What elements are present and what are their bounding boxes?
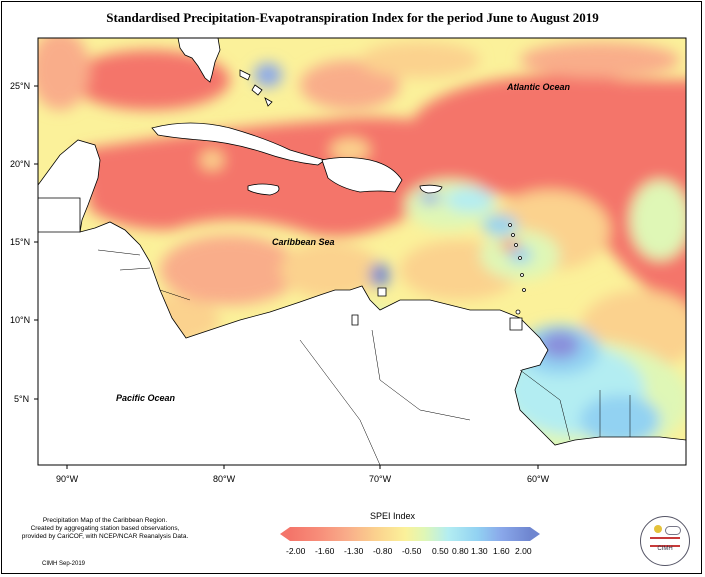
lat-label: 15°N	[10, 237, 31, 247]
lon-label: 90°W	[56, 474, 79, 484]
credit-line: Precipitation Map of the Caribbean Regio…	[42, 517, 168, 524]
lon-ticks	[66, 465, 539, 469]
ocean-label: Pacific Ocean	[116, 393, 176, 403]
legend-tick: -0.80	[373, 546, 393, 556]
lat-label: 25°N	[10, 81, 31, 91]
lat-label: 10°N	[10, 315, 31, 325]
logo-text: CIMH	[657, 546, 673, 552]
spei-field	[38, 38, 686, 465]
map-border	[37, 37, 687, 466]
credit-line: Created by aggregating station based obs…	[30, 525, 180, 532]
legend-tick: 1.60	[493, 546, 510, 556]
cimh-logo: CIMH	[640, 516, 690, 566]
lon-label: 80°W	[213, 474, 236, 484]
cloud-icon	[665, 526, 681, 535]
legend-tick: -1.30	[344, 546, 364, 556]
legend-tick: 2.00	[515, 546, 532, 556]
credit-line: provided by CariCOF, with NCEP/NCAR Rean…	[21, 533, 189, 540]
legend-tick: -1.60	[315, 546, 335, 556]
credit-text: Precipitation Map of the Caribbean Regio…	[10, 517, 200, 541]
credit-footer: CIMH Sep-2019	[42, 561, 86, 567]
legend-tick: -0.50	[402, 546, 422, 556]
ocean-label: Atlantic Ocean	[507, 82, 571, 92]
lat-label: 5°N	[14, 394, 30, 404]
country-borders	[97, 249, 631, 465]
legend-tick: -2.00	[286, 546, 306, 556]
wave-icon	[650, 537, 680, 547]
legend-tick: 0.50	[432, 546, 449, 556]
legend-tick: 0.80	[452, 546, 469, 556]
map-title: Standardised Precipitation-Evapotranspir…	[106, 10, 599, 25]
lon-label: 60°W	[527, 474, 550, 484]
legend-colorbar	[280, 527, 540, 541]
coastlines	[38, 38, 686, 465]
sun-icon	[654, 525, 662, 533]
ocean-label: Caribbean Sea	[272, 237, 335, 247]
lat-label: 20°N	[10, 159, 31, 169]
lon-label: 70°W	[369, 474, 392, 484]
legend-title: SPEI Index	[370, 511, 416, 521]
lat-ticks	[34, 85, 38, 400]
legend-tick: 1.30	[471, 546, 488, 556]
